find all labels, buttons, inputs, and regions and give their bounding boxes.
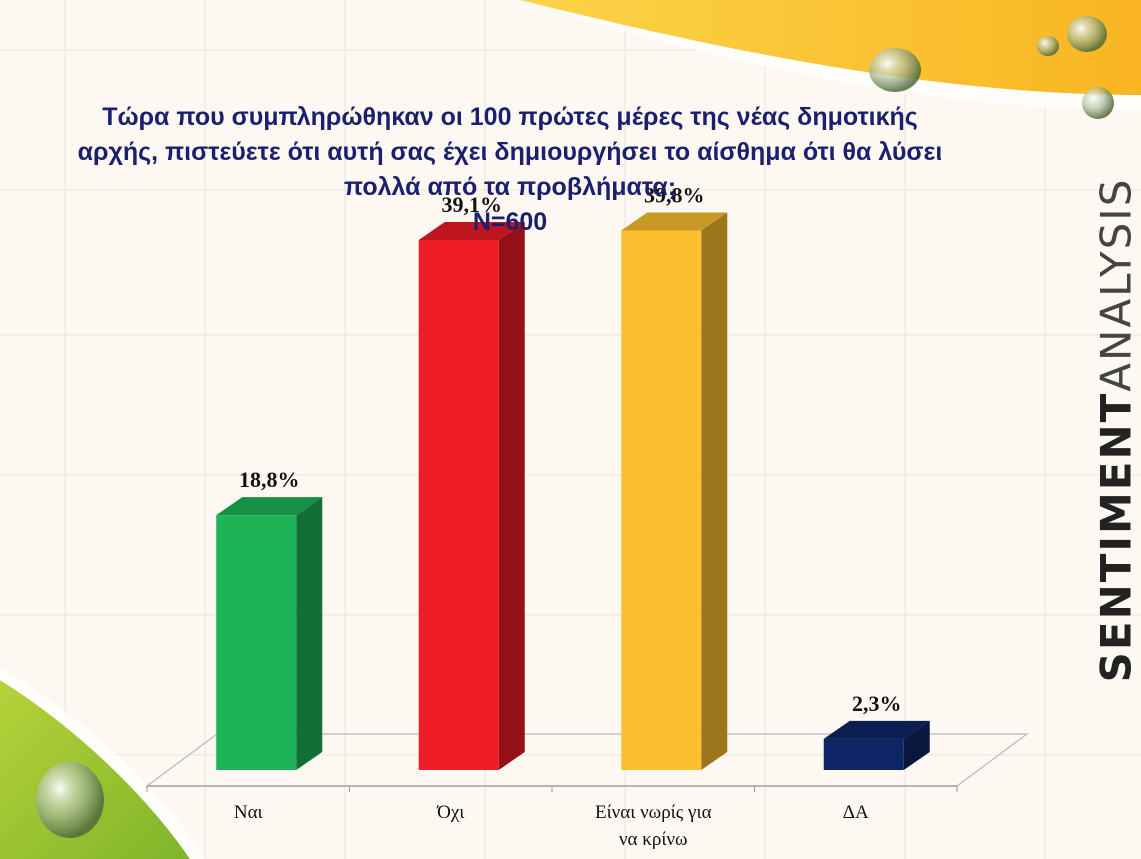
brand-bold-word: SENTIMENT [1091, 391, 1141, 683]
category-label: Είναι νωρίς για [595, 802, 712, 823]
white-swoosh-edge-bottom [0, 668, 205, 859]
white-swoosh-edge [520, 0, 1141, 110]
bar-front-face [621, 230, 702, 770]
data-label: 39,1% [442, 192, 503, 217]
bar-chart: 18,8% Ναι 39,1% Όχι 39,8% Είναι νωρίς για να κ… [145, 182, 1029, 850]
bar-3 [621, 212, 728, 770]
yellow-swoosh-decoration [520, 0, 1141, 95]
bar-front-face [823, 738, 904, 770]
water-droplet-icon [1067, 16, 1107, 52]
bar-top-face [621, 212, 728, 231]
bar-front-face [418, 239, 499, 770]
bar-1 [216, 497, 323, 770]
data-label: 39,8% [644, 182, 705, 207]
data-label: 2,3% [852, 691, 902, 716]
title-line-2: αρχής, πιστεύετε ότι αυτή σας έχει δημιο… [77, 138, 943, 166]
bar-front-face [216, 515, 297, 770]
water-droplet-icon [869, 48, 921, 92]
brand-logo-text: SENTIMENTANALYSIS [1092, 178, 1141, 683]
category-label: να κρίνω [619, 829, 688, 850]
bar-side-face [903, 720, 930, 770]
category-label: Όχι [436, 802, 465, 823]
bar-4 [823, 720, 930, 770]
chart-title: Τώρα που συμπληρώθηκαν οι 100 πρώτες μέρ… [0, 100, 1020, 240]
title-line-1: Τώρα που συμπληρώθηκαν οι 100 πρώτες μέρ… [102, 103, 918, 131]
bar-top-face [216, 497, 323, 516]
water-droplet-icon [1082, 87, 1114, 119]
bar-top-face [823, 720, 930, 739]
title-sample-size: N=600 [472, 208, 548, 236]
water-droplet-icon [1037, 36, 1059, 56]
bar-side-face [498, 221, 525, 770]
brand-light-word: ANALYSIS [1091, 177, 1141, 392]
bar-top-face [418, 221, 525, 240]
bar-2 [418, 221, 525, 770]
bar-side-face [701, 212, 728, 770]
category-label: Ναι [234, 802, 264, 823]
bar-side-face [296, 497, 323, 770]
title-line-3: πολλά από τα προβλήματα; [343, 173, 677, 201]
data-label: 18,8% [239, 467, 300, 492]
water-droplet-icon [36, 762, 104, 838]
category-label: ΔΑ [843, 802, 869, 823]
